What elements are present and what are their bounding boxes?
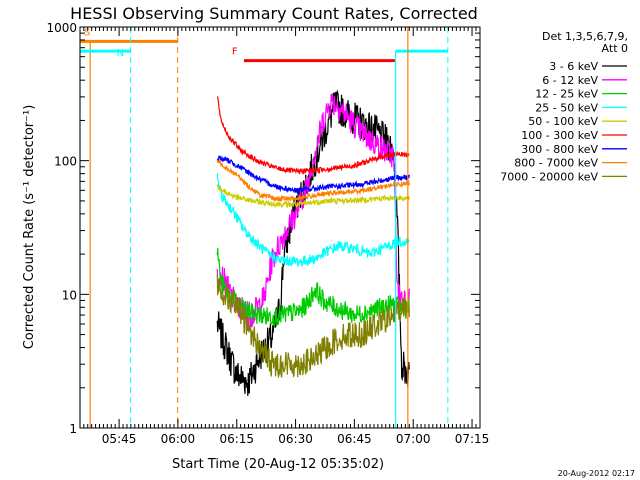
legend-header-detectors: Det 1,3,5,6,7,9,	[542, 30, 628, 43]
series-line-8	[216, 274, 410, 379]
legend-entry-label: 3 - 6 keV	[549, 60, 598, 73]
series-line-1	[216, 93, 410, 328]
legend-entry-label: 100 - 300 keV	[521, 129, 598, 142]
x-tick-label: 07:00	[396, 432, 431, 446]
legend-entry-label: 12 - 25 keV	[535, 88, 598, 101]
y-tick-label: 1000	[46, 21, 77, 35]
series-line-3	[216, 173, 410, 268]
legend-entry-label: 6 - 12 keV	[542, 74, 598, 87]
legend-entry-label: 800 - 7000 keV	[514, 157, 598, 170]
x-tick-label: 07:15	[455, 432, 490, 446]
series-line-6	[216, 155, 410, 195]
x-tick-label: 06:45	[337, 432, 372, 446]
series-line-5	[216, 96, 410, 175]
axes: 05:45 06:00 06:15 06:30 06:45 07:00 07:15 1 10 10…	[46, 21, 489, 446]
x-tick-label: 05:45	[102, 432, 137, 446]
status-label-S: S	[84, 27, 90, 38]
legend-entry-label: 25 - 50 keV	[535, 101, 598, 114]
status-bars: S N F	[79, 27, 449, 428]
legend-entry-label: 7000 - 20000 keV	[500, 170, 598, 183]
y-axis-label: Corrected Count Rate (s⁻¹ detector⁻¹)	[22, 105, 37, 350]
timestamp: 20-Aug-2012 02:17	[558, 469, 635, 478]
series-line-4	[216, 184, 410, 209]
series-line-2	[216, 248, 410, 328]
series-line-7	[216, 158, 410, 203]
series-line-0	[216, 89, 410, 396]
status-label-F: F	[232, 47, 238, 58]
y-tick-label: 100	[54, 155, 77, 169]
status-label-N: N	[117, 48, 124, 59]
x-tick-label: 06:00	[161, 432, 196, 446]
y-tick-label: 10	[62, 288, 77, 302]
x-tick-label: 06:30	[278, 432, 313, 446]
plot-data	[216, 89, 410, 396]
x-tick-label: 06:15	[219, 432, 254, 446]
y-tick-label: 1	[69, 422, 77, 436]
x-axis-label: Start Time (20-Aug-12 05:35:02)	[172, 457, 384, 472]
legend-entry-label: 300 - 800 keV	[521, 143, 598, 156]
legend-entry-label: 50 - 100 keV	[528, 115, 598, 128]
legend-header-attenuator: Att 0	[602, 42, 628, 55]
chart-title: HESSI Observing Summary Count Rates, Cor…	[70, 4, 478, 23]
